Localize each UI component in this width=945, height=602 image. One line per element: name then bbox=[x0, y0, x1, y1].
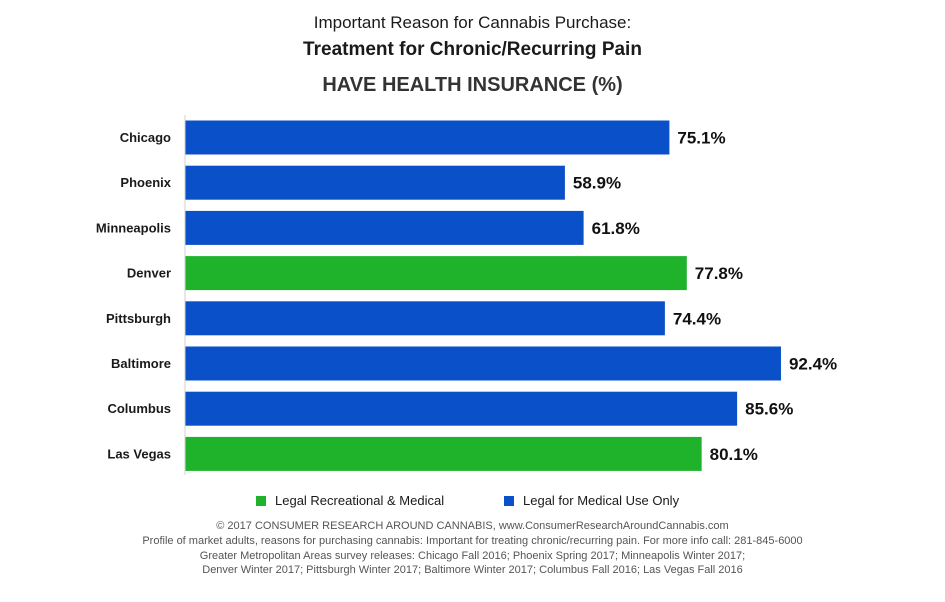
bar-columbus bbox=[185, 391, 738, 426]
data-label-chicago: 75.1% bbox=[677, 129, 725, 148]
footer-profile: Profile of market adults, reasons for pu… bbox=[142, 534, 803, 547]
bar-pittsburgh bbox=[185, 301, 665, 336]
footer-notes: © 2017 CONSUMER RESEARCH AROUND CANNABIS… bbox=[0, 519, 945, 578]
bar-minneapolis bbox=[185, 210, 584, 245]
category-label-columbus: Columbus bbox=[107, 401, 171, 416]
category-label-pittsburgh: Pittsburgh bbox=[106, 311, 171, 326]
category-label-chicago: Chicago bbox=[120, 130, 171, 145]
legend-swatch-medical bbox=[504, 495, 514, 506]
bar-chicago bbox=[185, 120, 670, 155]
footer-copyright: © 2017 CONSUMER RESEARCH AROUND CANNABIS… bbox=[216, 520, 729, 532]
category-label-denver: Denver bbox=[127, 266, 171, 281]
legend-swatch-recreational bbox=[256, 495, 266, 506]
category-label-las-vegas: Las Vegas bbox=[107, 446, 171, 461]
legend-label-recreational: Legal Recreational & Medical bbox=[275, 493, 445, 508]
data-label-pittsburgh: 74.4% bbox=[673, 309, 721, 328]
category-label-phoenix: Phoenix bbox=[120, 175, 171, 190]
chart-subtitle: HAVE HEALTH INSURANCE (%) bbox=[322, 74, 623, 96]
bar-baltimore bbox=[185, 346, 781, 381]
chart-title-line2: Treatment for Chronic/Recurring Pain bbox=[303, 39, 642, 60]
footer-releases-2: Denver Winter 2017; Pittsburgh Winter 20… bbox=[202, 564, 743, 577]
category-label-minneapolis: Minneapolis bbox=[96, 220, 171, 235]
category-label-baltimore: Baltimore bbox=[111, 356, 171, 371]
data-label-columbus: 85.6% bbox=[745, 400, 793, 419]
bar-las-vegas bbox=[185, 436, 702, 471]
data-label-baltimore: 92.4% bbox=[789, 355, 837, 374]
legend: Legal Recreational & Medical Legal for M… bbox=[0, 493, 945, 511]
footer-releases-1: Greater Metropolitan Areas survey releas… bbox=[199, 549, 746, 562]
legend-item-medical: Legal for Medical Use Only bbox=[504, 493, 679, 508]
bar-phoenix bbox=[185, 165, 565, 200]
data-label-minneapolis: 61.8% bbox=[592, 219, 640, 238]
data-label-las-vegas: 80.1% bbox=[710, 445, 758, 464]
legend-label-medical: Legal for Medical Use Only bbox=[523, 493, 680, 508]
legend-item-recreational: Legal Recreational & Medical bbox=[256, 493, 444, 508]
data-label-denver: 77.8% bbox=[695, 264, 743, 283]
bar-denver bbox=[185, 256, 687, 291]
chart-title-line1: Important Reason for Cannabis Purchase: bbox=[313, 13, 632, 32]
data-label-phoenix: 58.9% bbox=[573, 174, 621, 193]
